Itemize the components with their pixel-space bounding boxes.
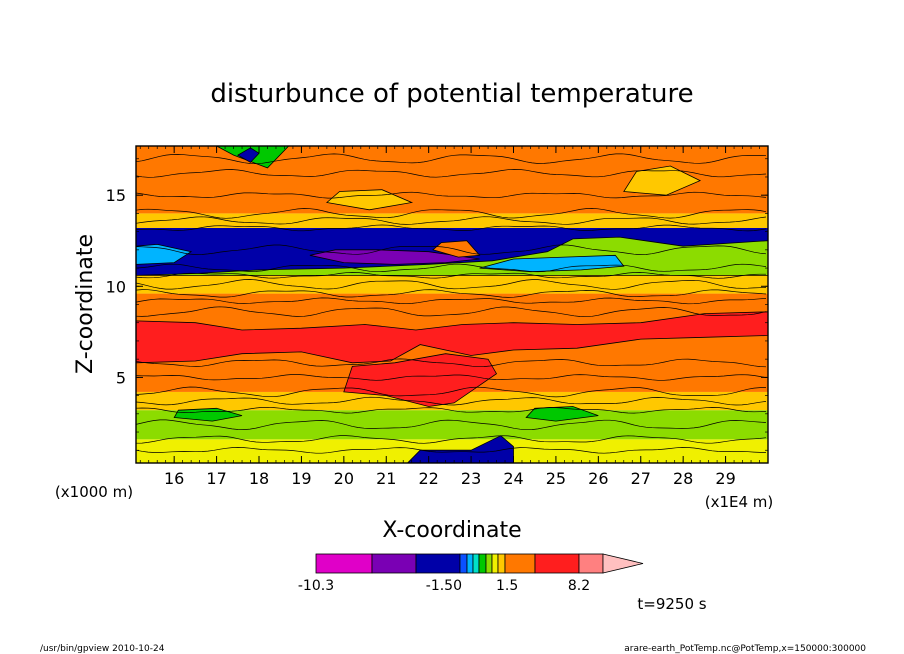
contour-17	[136, 208, 767, 219]
y-axis-label: Z-coordinate	[73, 234, 98, 374]
x-tick-label-16: 16	[164, 469, 184, 488]
x-tick-label-19: 19	[291, 469, 311, 488]
colorbar-extend	[602, 553, 644, 574]
y-unit-label: (x1000 m)	[55, 483, 133, 501]
chart-title: disturbunce of potential temperature	[210, 79, 693, 109]
contour-2	[136, 419, 767, 431]
region-layer	[136, 146, 768, 463]
x-tick-label-20: 20	[334, 469, 354, 488]
y-tick-label-10: 10	[106, 277, 126, 296]
colorbar-level-8	[491, 553, 499, 574]
colorbar-level-4	[466, 553, 474, 574]
x-axis-label: X-coordinate	[382, 518, 521, 543]
plot-area	[136, 146, 768, 463]
x-axis: 16 17 18 19 20 21 22 23 24 25 26 27 28 29	[139, 146, 769, 488]
region-11	[525, 406, 599, 422]
region-1	[343, 353, 498, 407]
region-13	[325, 189, 414, 211]
colorbar-level-1	[371, 553, 417, 574]
x-tick-label-23: 23	[461, 469, 481, 488]
contour-10	[136, 289, 767, 298]
colorbar-level-10	[504, 553, 536, 574]
time-label: t=9250 s	[637, 595, 706, 613]
colorbar-level-5	[472, 553, 480, 574]
footer-left: /usr/bin/gpview 2010-10-24	[40, 644, 165, 654]
contour-7	[136, 358, 767, 368]
colorbar-level-6	[478, 553, 487, 574]
contour-0	[136, 447, 767, 454]
colorbar-level-12	[578, 553, 604, 574]
contour-20	[136, 153, 767, 165]
x-tick-label-28: 28	[673, 469, 693, 488]
contour-14	[136, 244, 767, 255]
region-5	[309, 249, 480, 265]
colorbar-level-0	[315, 553, 373, 574]
contour-16	[136, 216, 767, 225]
region-8	[236, 147, 260, 163]
x-tick-label-22: 22	[418, 469, 438, 488]
contour-15	[136, 224, 767, 232]
band-4	[136, 275, 768, 294]
x-tick-label-24: 24	[503, 469, 523, 488]
colorbar: -10.3 -1.50 1.5 8.2	[298, 553, 644, 594]
footer-right: arare-earth_PotTemp.nc@PotTemp,x=150000:…	[624, 644, 866, 654]
contour-4	[136, 396, 767, 406]
x-tick-label-25: 25	[546, 469, 566, 488]
y-axis: 5 10 15	[106, 158, 768, 451]
colorbar-level-7	[485, 553, 493, 574]
y-tick-label-15: 15	[106, 186, 126, 205]
y-tick-label-5: 5	[116, 368, 126, 387]
contour-5	[136, 386, 766, 398]
contour-1	[136, 435, 767, 444]
x-tick-label-26: 26	[588, 469, 608, 488]
colorbar-level-11	[534, 553, 580, 574]
colorbar-level-2	[415, 553, 461, 574]
region-0	[136, 311, 768, 364]
colorbar-label-0: -10.3	[298, 578, 334, 594]
x-tick-label-17: 17	[206, 469, 226, 488]
colorbar-label-2: 1.5	[496, 578, 518, 594]
region-12	[623, 165, 702, 196]
colorbar-level-3	[459, 553, 468, 574]
x-tick-label-27: 27	[631, 469, 651, 488]
x-tick-label-18: 18	[249, 469, 269, 488]
contour-12	[136, 272, 766, 279]
contour-19	[136, 169, 767, 178]
colorbar-level-9	[497, 553, 506, 574]
x-tick-label-21: 21	[376, 469, 396, 488]
contour-3	[136, 406, 767, 414]
contour-layer	[136, 153, 767, 454]
contour-18	[136, 191, 767, 199]
colorbar-label-1: -1.50	[426, 578, 462, 594]
region-4	[479, 254, 625, 273]
x-tick-label-29: 29	[715, 469, 735, 488]
contour-6	[136, 374, 767, 381]
region-9	[432, 240, 481, 258]
region-3	[136, 243, 193, 265]
x-unit-label: (x1E4 m)	[705, 493, 774, 511]
colorbar-label-3: 8.2	[568, 578, 590, 594]
contour-11	[136, 279, 767, 290]
contour-9	[136, 297, 767, 305]
contour-8	[136, 306, 767, 318]
contour-13	[136, 263, 767, 273]
